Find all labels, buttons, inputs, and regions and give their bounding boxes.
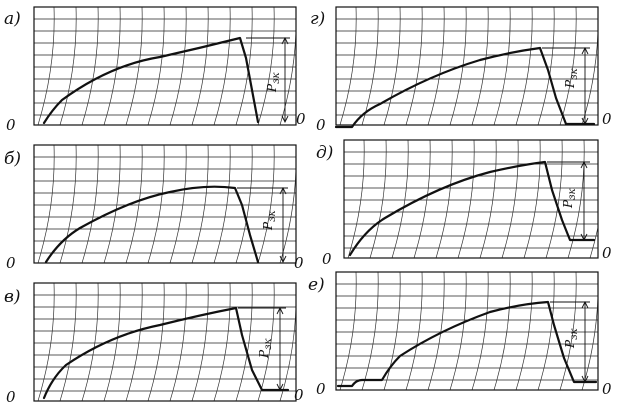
panel-b-zero-left: 0 [6, 254, 16, 272]
panel-d-grid [344, 140, 598, 258]
panel-g-dimension: Рзк [542, 46, 590, 126]
panel-e-dimension: Рзк [550, 300, 590, 384]
panel-a-frame [33, 6, 297, 126]
panel-g-trace [334, 46, 596, 129]
panel-d-frame [343, 139, 599, 259]
panel-a-grid [34, 7, 296, 125]
panel-e: Рзк е) 0 0 [308, 271, 612, 398]
panel-a-dim-sub: зк [271, 72, 282, 83]
panel-g-dim-sub: зк [569, 68, 580, 79]
panel-d-dim-sub: зк [567, 188, 578, 199]
panel-v-trace [42, 306, 290, 400]
panel-a-trace [42, 36, 260, 125]
panel-e-zero-right: 0 [602, 380, 612, 398]
panel-g-label: г) [310, 9, 325, 29]
panel-v-dimension: Рзк [238, 306, 286, 392]
panel-e-zero-left: 0 [316, 380, 326, 398]
panel-g-zero-right: 0 [602, 110, 612, 128]
panel-e-trace [336, 300, 598, 388]
panel-b-grid [34, 145, 296, 263]
svg-text:Рзк: Рзк [257, 338, 274, 359]
panel-b-dim-sub: зк [267, 210, 278, 221]
panel-a-dim-label: Р [265, 83, 279, 93]
panel-d: Рзк д) 0 0 [316, 139, 612, 268]
panel-a-zero-left: 0 [6, 116, 16, 134]
panel-a-label: а) [4, 9, 21, 29]
panel-g: Рзк г) 0 0 [310, 6, 612, 134]
svg-text:Рзк: Рзк [561, 188, 578, 209]
panel-v-label: в) [4, 287, 21, 307]
panel-a-dimension: Рзк [246, 36, 290, 124]
panel-d-trace [348, 160, 596, 257]
panel-v-zero-left: 0 [6, 388, 16, 406]
panel-d-zero-left: 0 [322, 250, 332, 268]
svg-text:Рзк: Рзк [563, 328, 580, 349]
panel-v-grid [34, 283, 296, 401]
panel-a-zero-right: 0 [296, 110, 306, 128]
panel-v-dim-sub: зк [263, 338, 274, 349]
panel-e-frame [335, 271, 599, 391]
panel-e-dim-sub: зк [569, 328, 580, 339]
panel-a: Рзк а) 0 0 [4, 6, 306, 134]
panel-v-dim-label: Р [257, 349, 271, 359]
panel-e-dim-label: Р [563, 339, 577, 349]
panel-v: Рзк в) 0 0 [4, 282, 304, 406]
panel-g-grid [336, 7, 598, 125]
panel-e-label: е) [308, 275, 325, 295]
svg-text:Рзк: Рзк [563, 68, 580, 89]
panel-d-dim-label: Р [561, 199, 575, 209]
panel-b-dim-label: Р [261, 221, 275, 231]
panel-b-dimension: Рзк [237, 186, 288, 264]
panel-v-zero-right: 0 [294, 386, 304, 404]
svg-text:Рзк: Рзк [261, 210, 278, 231]
svg-text:Рзк: Рзк [265, 72, 282, 93]
panel-b-trace [44, 185, 260, 264]
panel-v-frame [33, 282, 297, 402]
panel-b-frame [33, 144, 297, 264]
panel-b-zero-right: 0 [294, 254, 304, 272]
panel-d-dimension: Рзк [547, 160, 590, 242]
panel-b: Рзк б) 0 0 [4, 144, 304, 272]
panel-g-frame [335, 6, 599, 126]
panel-d-label: д) [316, 143, 333, 163]
panel-g-dim-label: Р [563, 79, 577, 89]
panel-d-zero-right: 0 [602, 244, 612, 262]
panel-b-label: б) [4, 149, 21, 169]
panel-g-zero-left: 0 [316, 116, 326, 134]
